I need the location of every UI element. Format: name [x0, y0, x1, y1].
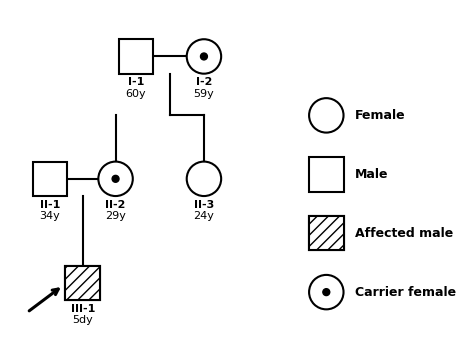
Text: II-2: II-2	[105, 200, 126, 210]
Text: 5dy: 5dy	[73, 315, 93, 325]
Text: 34y: 34y	[39, 211, 60, 221]
Bar	[309, 157, 344, 191]
Circle shape	[201, 53, 208, 60]
Bar	[33, 162, 67, 196]
Circle shape	[112, 176, 119, 182]
Bar	[119, 39, 153, 74]
Bar	[65, 266, 100, 300]
Circle shape	[98, 162, 133, 196]
Text: 60y: 60y	[126, 89, 146, 99]
Circle shape	[323, 289, 330, 295]
Text: II-3: II-3	[194, 200, 214, 210]
Circle shape	[187, 39, 221, 74]
Text: III-1: III-1	[71, 304, 95, 314]
Text: 24y: 24y	[193, 211, 214, 221]
Bar	[65, 266, 100, 300]
Text: Male: Male	[355, 168, 388, 181]
Text: I-1: I-1	[128, 77, 144, 87]
Circle shape	[309, 275, 344, 309]
Text: I-2: I-2	[196, 77, 212, 87]
Text: 59y: 59y	[193, 89, 214, 99]
Circle shape	[309, 98, 344, 132]
Text: 29y: 29y	[105, 211, 126, 221]
Text: II-1: II-1	[40, 200, 60, 210]
Circle shape	[187, 162, 221, 196]
Text: Carrier female: Carrier female	[355, 286, 456, 299]
Text: Female: Female	[355, 109, 405, 122]
Bar	[309, 216, 344, 251]
Bar	[309, 216, 344, 251]
Text: Affected male: Affected male	[355, 227, 453, 240]
